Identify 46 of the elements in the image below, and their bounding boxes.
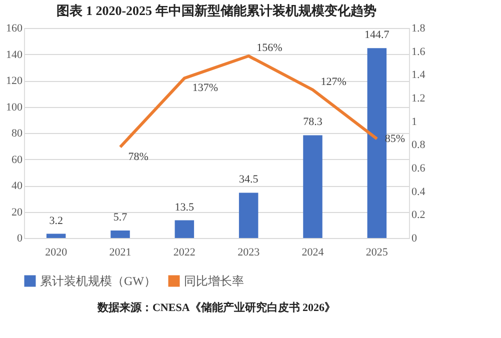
y2-tick-label: 0.8	[412, 139, 426, 152]
data-label: 156%	[256, 42, 282, 54]
x-tick-label: 2023	[238, 246, 260, 258]
y-tick-label: 0	[17, 232, 23, 244]
chart-title: 图表 1 2020-2025 年中国新型储能累计装机规模变化趋势	[56, 3, 376, 18]
y-tick-label: 160	[6, 22, 23, 34]
y2-tick-label: 1.6	[412, 46, 426, 58]
data-label: 137%	[192, 82, 218, 94]
x-tick-label: 2024	[302, 246, 324, 258]
y2-tick-label: 0.2	[412, 209, 426, 222]
data-label: 34.5	[238, 174, 259, 186]
y-tick-label: 20	[12, 206, 23, 218]
y-tick-label: 100	[6, 101, 23, 114]
y-tick-label: 120	[6, 75, 23, 87]
y2-tick-label: 0	[412, 232, 418, 244]
x-tick-label: 2021	[109, 246, 132, 258]
y-tick-label: 80	[12, 128, 23, 140]
bar	[367, 48, 387, 238]
line-series	[118, 54, 378, 148]
bar	[110, 230, 130, 238]
data-label: 3.2	[49, 214, 63, 227]
bar	[46, 234, 66, 238]
y2-tick-label: 1.4	[412, 69, 426, 82]
data-label: 78%	[128, 151, 148, 163]
data-label: 13.5	[174, 201, 195, 214]
y2-tick-label: 1.2	[412, 92, 426, 104]
y-tick-label: 60	[12, 154, 23, 166]
data-label: 5.7	[113, 212, 128, 224]
data-label: 78.3	[303, 116, 323, 128]
y2-tick-label: 1.8	[412, 22, 426, 34]
bar	[238, 192, 258, 238]
y2-tick-label: 0.6	[412, 162, 426, 174]
x-tick-label: 2020	[45, 246, 68, 258]
x-tick-label: 2025	[366, 246, 388, 258]
y-tick-label: 140	[6, 48, 23, 61]
legend-label: 累计装机规模（GW）	[40, 274, 156, 288]
bar	[303, 135, 322, 238]
y2-tick-label: 0.4	[412, 186, 426, 198]
bar	[174, 220, 194, 238]
data-label: 127%	[320, 76, 346, 88]
source-note: 数据来源：CNESA《储能产业研究白皮书 2026》	[96, 301, 336, 314]
x-tick-label: 2022	[173, 246, 196, 258]
legend-label: 同比增长率	[184, 274, 244, 288]
data-label: 144.7	[364, 29, 390, 42]
y2-tick-label: 1	[412, 116, 417, 128]
y-tick-label: 40	[12, 180, 23, 192]
